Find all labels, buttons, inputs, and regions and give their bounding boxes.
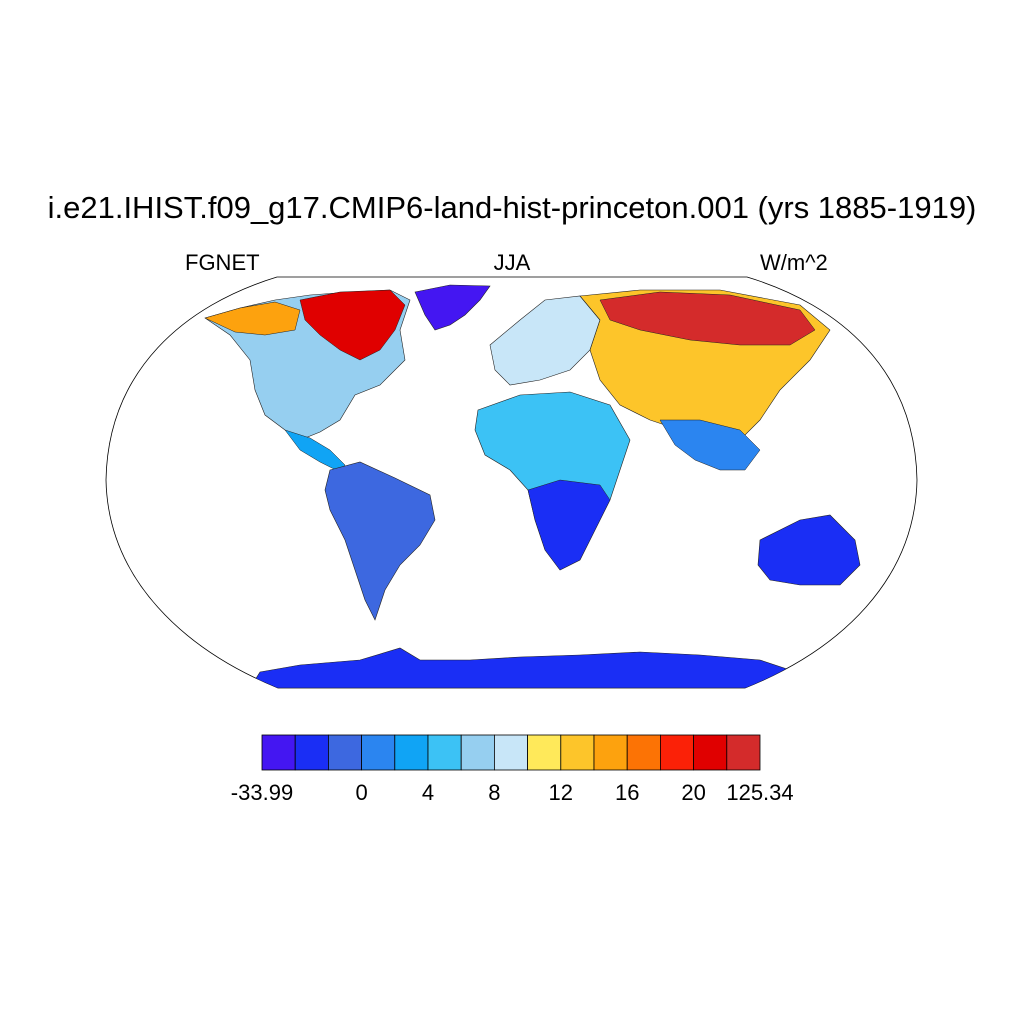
colorbar-box [427, 734, 462, 771]
colorbar-box [294, 734, 329, 771]
colorbar-box [327, 734, 362, 771]
colorbar-box [493, 734, 528, 771]
colorbar-tick-label: 8 [488, 780, 500, 805]
colorbar-box [726, 734, 761, 771]
colorbar-box [361, 734, 396, 771]
region-siberia [599, 291, 816, 346]
region-southern-africa [527, 479, 611, 571]
colorbar-box [560, 734, 595, 771]
land-fills [204, 284, 861, 688]
colorbar-tick-label: 20 [681, 780, 705, 805]
colorbar-labels: -33.99 0 4 8 12 16 20 125.34 [231, 780, 794, 805]
colorbar-box [593, 734, 628, 771]
colorbar-tick-label: 4 [422, 780, 434, 805]
colorbar-tick-label: 12 [549, 780, 573, 805]
colorbar-box [626, 734, 661, 771]
colorbar-tick-label: 16 [615, 780, 639, 805]
season-label: JJA [493, 250, 531, 275]
colorbar-tick-label: -33.99 [231, 780, 293, 805]
region-south-america [324, 461, 436, 621]
colorbar-tick-label: 125.34 [726, 780, 793, 805]
region-australia [757, 514, 861, 586]
colorbar-tick-label: 0 [355, 780, 367, 805]
region-antarctica [249, 647, 801, 688]
colorbar-box [460, 734, 495, 771]
variable-label: FGNET [185, 250, 260, 275]
colorbar-box [261, 734, 296, 771]
units-label: W/m^2 [760, 250, 828, 275]
colorbar-box [693, 734, 728, 771]
colorbar-box [394, 734, 429, 771]
colorbar-box [660, 734, 695, 771]
region-alaska [204, 301, 301, 336]
region-greenland [414, 284, 491, 331]
region-canada-arctic [299, 289, 406, 361]
region-southeast-asia [659, 419, 761, 471]
plot-title: i.e21.IHIST.f09_g17.CMIP6-land-hist-prin… [47, 190, 977, 225]
colorbar-box [527, 734, 562, 771]
colorbar-boxes [261, 734, 761, 771]
